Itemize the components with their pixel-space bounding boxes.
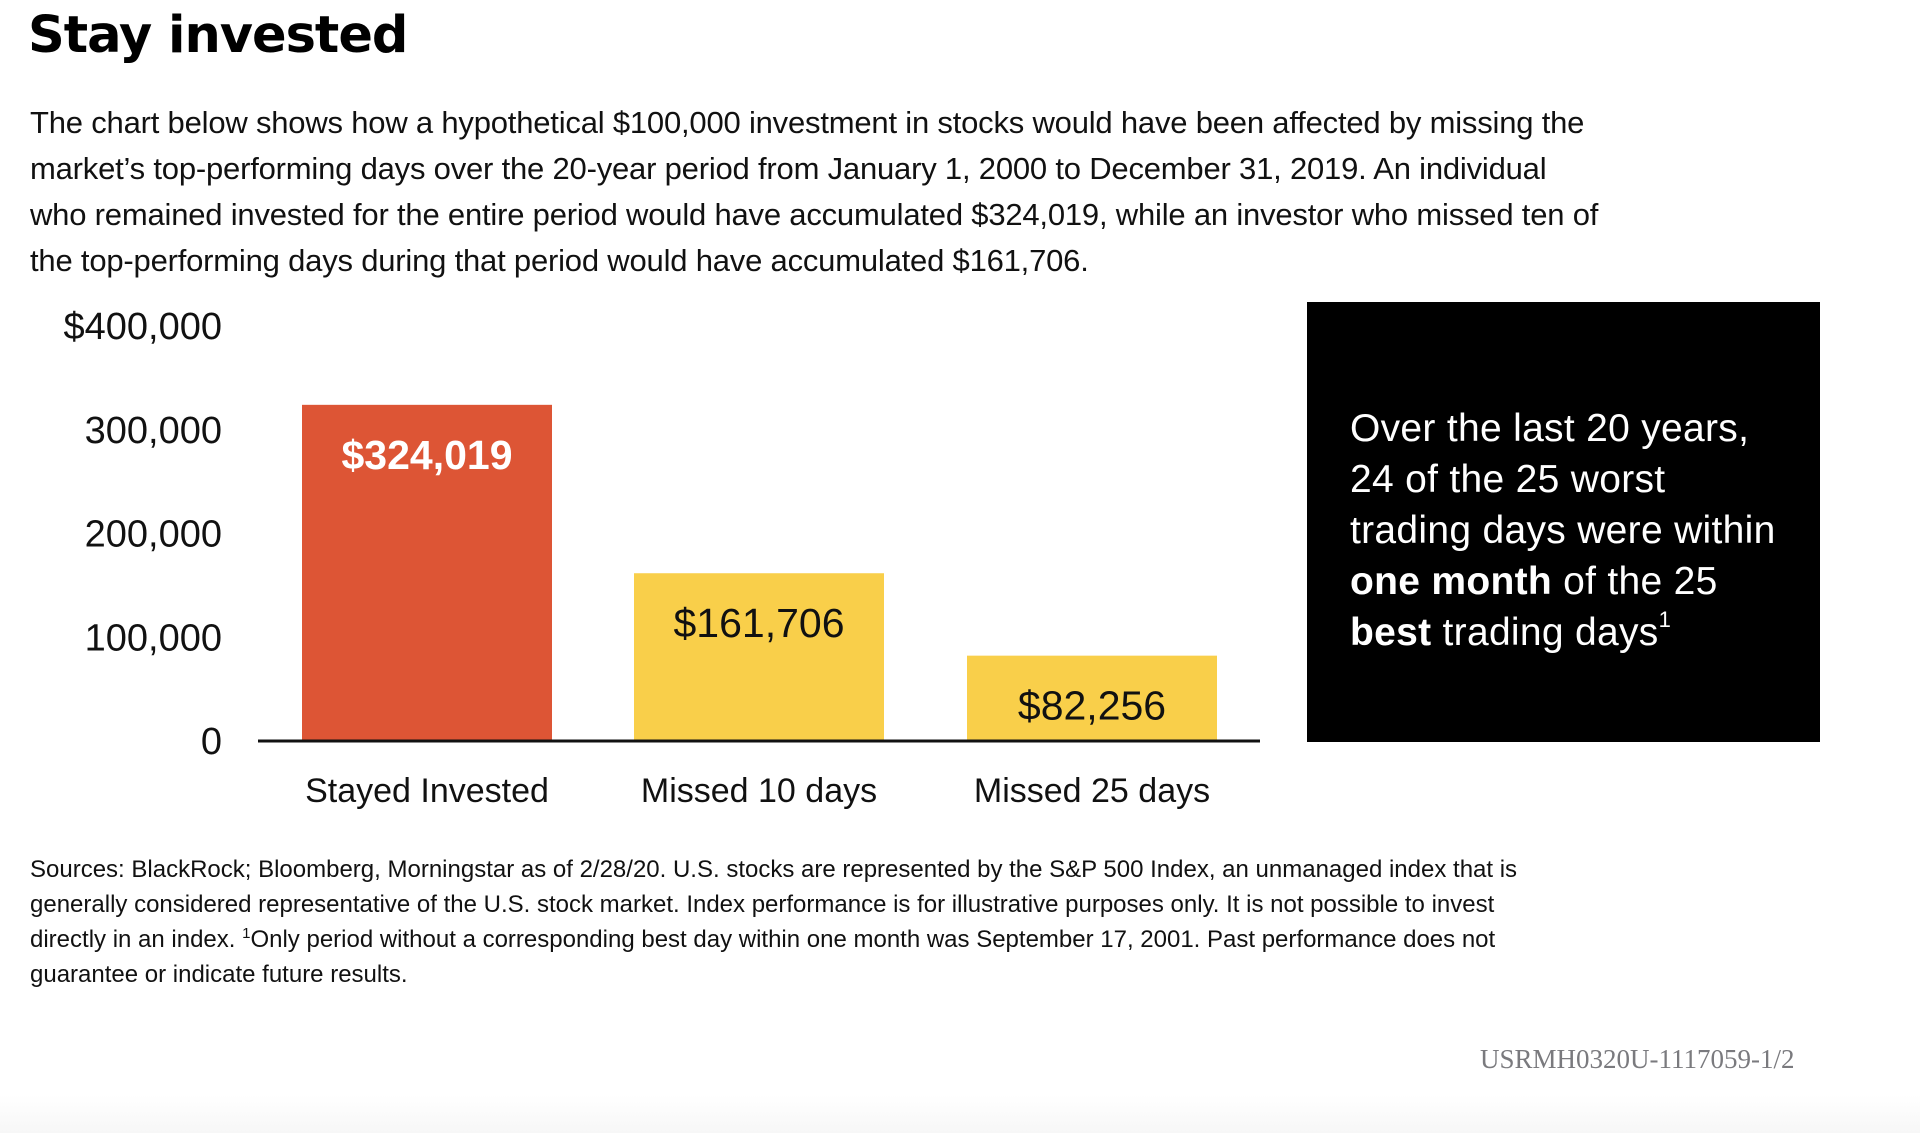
sources-line: Sources: BlackRock; Bloomberg, Morningst…: [30, 856, 1518, 883]
callout-line: one month of the 25: [1350, 556, 1820, 607]
category-labels: Stayed Invested Missed 10 days Missed 25 d…: [305, 772, 1210, 810]
x-tick-label: Stayed Invested: [305, 772, 549, 810]
data-label: $161,706: [673, 600, 844, 646]
y-tick-label: 100,000: [85, 617, 222, 659]
bar-chart: 0 100,000 200,000 300,000 $400,000 Stayed In…: [64, 306, 1260, 810]
callout-text: trading days: [1431, 611, 1659, 654]
callout-text: of the 25: [1552, 560, 1718, 603]
bar: [634, 573, 884, 741]
y-tick-label: 0: [201, 721, 222, 763]
x-tick-label: Missed 10 days: [641, 772, 877, 810]
intro-line: The chart below shows how a hypothetical…: [30, 105, 1585, 140]
intro-paragraph: The chart below shows how a hypothetical…: [30, 100, 1910, 284]
sources-line: generally considered representative of t…: [30, 891, 1495, 918]
callout-emphasis: best: [1350, 611, 1432, 654]
intro-line: market’s top-performing days over the 20…: [30, 151, 1547, 186]
callout-line: 24 of the 25 worst: [1350, 458, 1666, 501]
callout-line: trading days were within: [1350, 509, 1776, 552]
callout-line: Over the last 20 years,: [1350, 407, 1750, 450]
footnote-marker: 1: [1658, 607, 1672, 632]
bar: [302, 404, 552, 741]
callout-box: Over the last 20 years, 24 of the 25 wor…: [1307, 302, 1820, 742]
y-tick-label: $400,000: [64, 306, 223, 348]
document-code: USRMH0320U-1117059-1/2: [1480, 1044, 1795, 1074]
callout-emphasis: one month: [1350, 560, 1553, 603]
intro-line: the top-performing days during that peri…: [30, 243, 1089, 278]
y-axis-ticks: 0 100,000 200,000 300,000 $400,000: [64, 306, 223, 763]
y-tick-label: 300,000: [85, 410, 222, 452]
intro-line: who remained invested for the entire per…: [30, 197, 1599, 232]
value-labels: $324,019 $161,706 $82,256: [341, 432, 1166, 729]
bars: [302, 404, 1217, 741]
sources-footnote: Sources: BlackRock; Bloomberg, Morningst…: [30, 852, 1910, 992]
footnote-marker: 1: [242, 925, 251, 942]
sources-text: directly in an index.: [30, 926, 243, 953]
x-tick-label: Missed 25 days: [974, 772, 1210, 810]
page-title: Stay invested: [28, 6, 408, 65]
data-label: $82,256: [1018, 683, 1166, 729]
data-label: $324,019: [341, 432, 512, 478]
y-tick-label: 200,000: [85, 514, 222, 556]
sources-line: directly in an index. 1Only period witho…: [30, 922, 1910, 957]
sources-line: guarantee or indicate future results.: [30, 961, 408, 988]
sources-text: Only period without a corresponding best…: [250, 926, 1496, 953]
bar: [967, 655, 1217, 741]
callout-line: best trading days1: [1350, 607, 1820, 658]
